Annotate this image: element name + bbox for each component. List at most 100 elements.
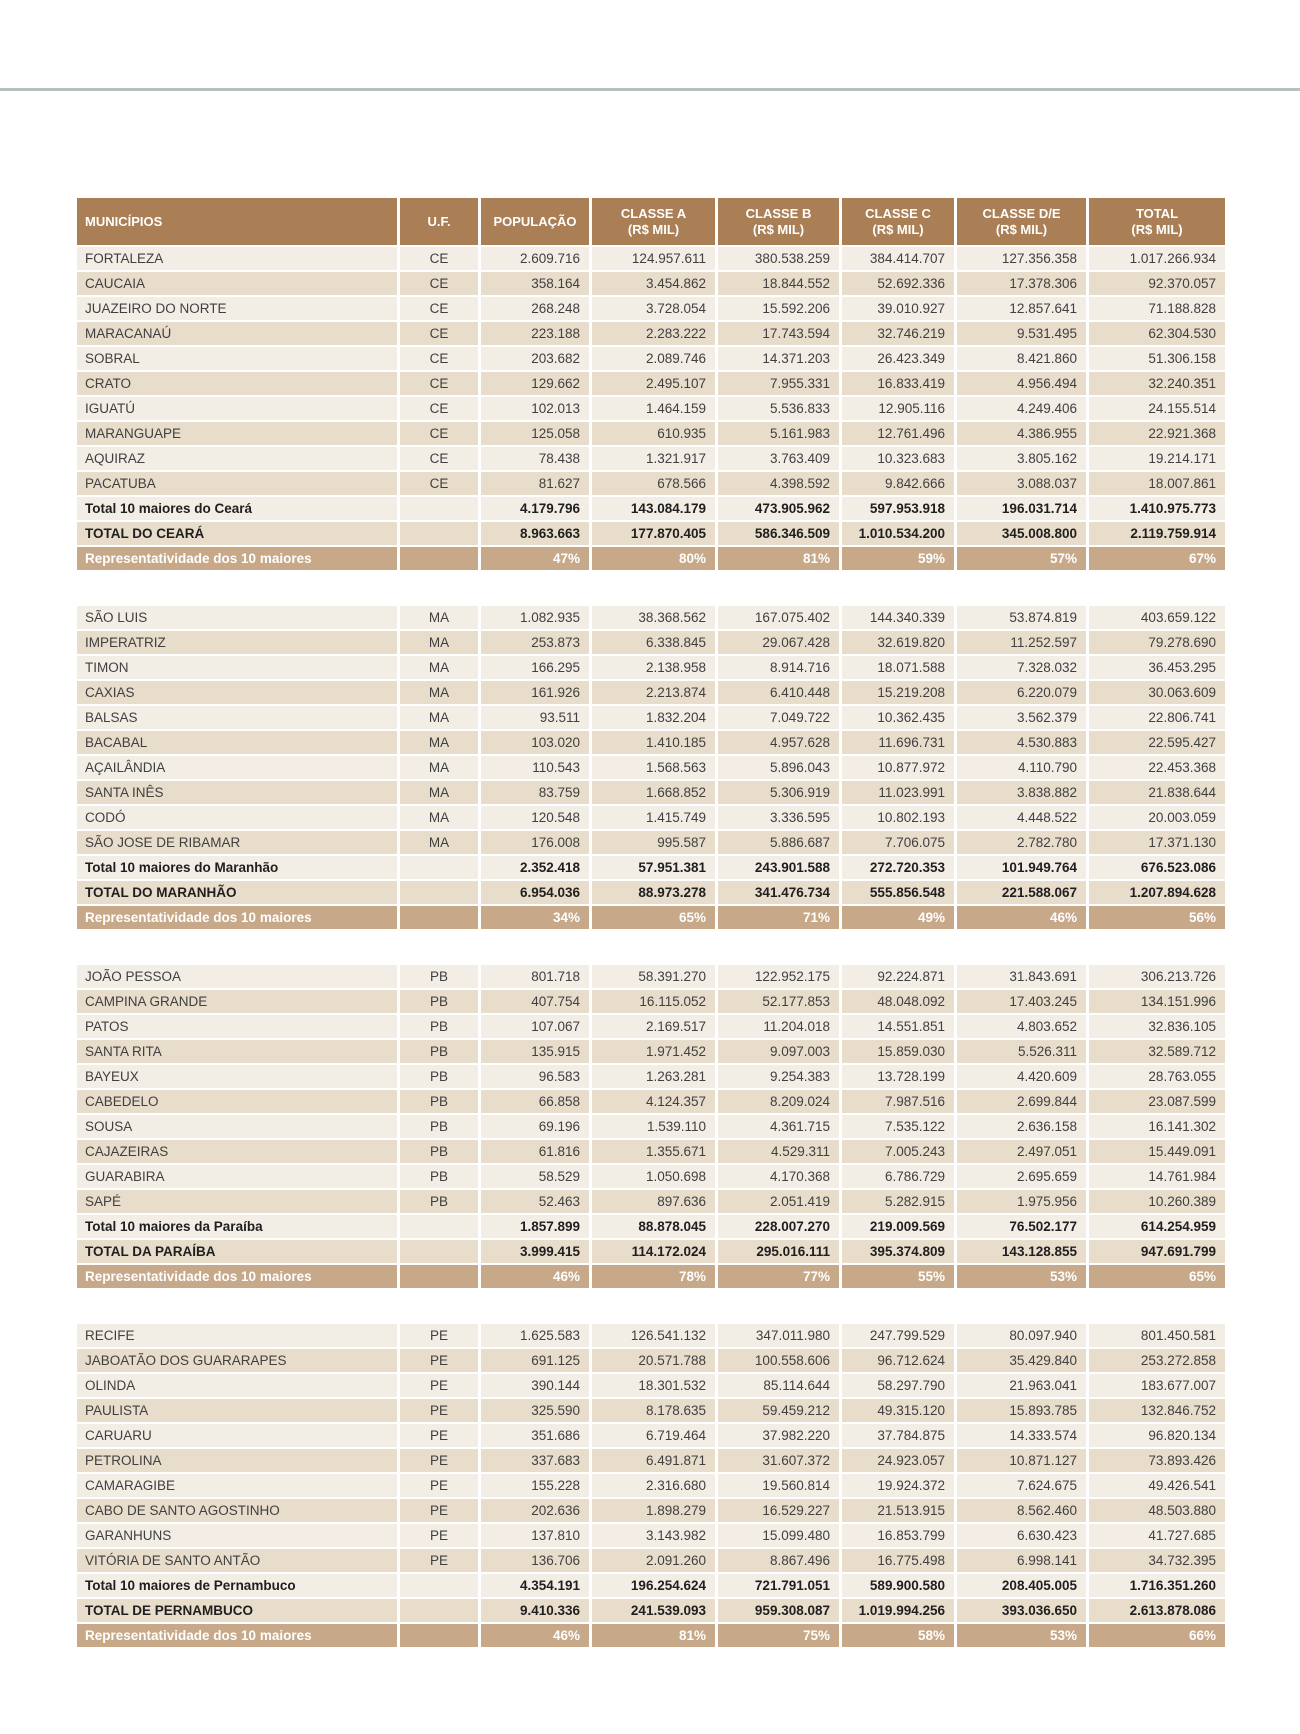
municipality-row: CRATO CE 129.662 2.495.107 7.955.331 16.833.4…: [77, 372, 1225, 395]
cell-classe-de: 5.526.311: [957, 1040, 1086, 1063]
cell-classe-a: 80%: [592, 547, 715, 570]
cell-classe-a: 6.491.871: [592, 1449, 715, 1472]
representativity-row: Representatividade dos 10 maiores 47% 80% 8…: [77, 547, 1225, 570]
cell-classe-b: 341.476.734: [718, 881, 839, 904]
cell-populacao: 2.352.418: [481, 856, 589, 879]
cell-classe-c: 11.023.991: [842, 781, 954, 804]
cell-uf: [400, 1265, 478, 1288]
total-10-row: Total 10 maiores de Pernambuco 4.354.191 1…: [77, 1574, 1225, 1597]
cell-populacao: 46%: [481, 1624, 589, 1647]
cell-total: 65%: [1089, 1265, 1225, 1288]
cell-classe-de: 143.128.855: [957, 1240, 1086, 1263]
cell-classe-b: 71%: [718, 906, 839, 929]
cell-total: 2.613.878.086: [1089, 1599, 1225, 1622]
cell-classe-a: 143.084.179: [592, 497, 715, 520]
cell-uf: PE: [400, 1324, 478, 1347]
municipality-row: SÃO LUIS MA 1.082.935 38.368.562 167.075.402…: [77, 606, 1225, 629]
cell-municipio: MARANGUAPE: [77, 422, 397, 445]
cell-classe-de: 6.630.423: [957, 1524, 1086, 1547]
column-header-label: CLASSE D/E: [982, 205, 1061, 221]
column-header-label: CLASSE A: [620, 205, 687, 221]
column-header-classe-b: CLASSE B (R$ MIL): [718, 198, 839, 245]
cell-municipio: Total 10 maiores do Ceará: [77, 497, 397, 520]
municipalities-table: MUNICÍPIOS U.F. POPULAÇÃO CLASSE A (R$ M…: [77, 198, 1225, 1649]
cell-classe-b: 7.049.722: [718, 706, 839, 729]
cell-municipio: MARACANAÚ: [77, 322, 397, 345]
cell-total: 21.838.644: [1089, 781, 1225, 804]
cell-classe-de: 12.857.641: [957, 297, 1086, 320]
cell-classe-c: 37.784.875: [842, 1424, 954, 1447]
municipality-row: AÇAILÂNDIA MA 110.543 1.568.563 5.896.043 10.…: [77, 756, 1225, 779]
municipality-row: CABEDELO PB 66.858 4.124.357 8.209.024 7.987.…: [77, 1090, 1225, 1113]
cell-total: 96.820.134: [1089, 1424, 1225, 1447]
cell-uf: [400, 497, 478, 520]
cell-classe-de: 221.588.067: [957, 881, 1086, 904]
cell-total: 15.449.091: [1089, 1140, 1225, 1163]
municipality-row: AQUIRAZ CE 78.438 1.321.917 3.763.409 10.323.…: [77, 447, 1225, 470]
cell-uf: PB: [400, 1065, 478, 1088]
cell-uf: CE: [400, 247, 478, 270]
cell-populacao: 176.008: [481, 831, 589, 854]
cell-classe-a: 2.138.958: [592, 656, 715, 679]
municipality-row: PAULISTA PE 325.590 8.178.635 59.459.212 49.3…: [77, 1399, 1225, 1422]
cell-classe-c: 32.746.219: [842, 322, 954, 345]
cell-classe-a: 1.464.159: [592, 397, 715, 420]
cell-populacao: 135.915: [481, 1040, 589, 1063]
cell-populacao: 93.511: [481, 706, 589, 729]
cell-classe-c: 1.010.534.200: [842, 522, 954, 545]
cell-classe-a: 16.115.052: [592, 990, 715, 1013]
cell-total: 66%: [1089, 1624, 1225, 1647]
cell-classe-de: 4.386.955: [957, 422, 1086, 445]
cell-classe-de: 3.088.037: [957, 472, 1086, 495]
cell-classe-b: 16.529.227: [718, 1499, 839, 1522]
cell-municipio: Representatividade dos 10 maiores: [77, 906, 397, 929]
municipality-row: SÃO JOSE DE RIBAMAR MA 176.008 995.587 5.886…: [77, 831, 1225, 854]
cell-classe-b: 18.844.552: [718, 272, 839, 295]
cell-populacao: 8.963.663: [481, 522, 589, 545]
municipality-row: CARUARU PE 351.686 6.719.464 37.982.220 37.78…: [77, 1424, 1225, 1447]
cell-classe-a: 241.539.093: [592, 1599, 715, 1622]
cell-classe-c: 21.513.915: [842, 1499, 954, 1522]
cell-classe-a: 1.050.698: [592, 1165, 715, 1188]
cell-total: 28.763.055: [1089, 1065, 1225, 1088]
cell-populacao: 4.354.191: [481, 1574, 589, 1597]
cell-populacao: 351.686: [481, 1424, 589, 1447]
column-header-label: CLASSE B: [745, 205, 812, 221]
cell-classe-b: 380.538.259: [718, 247, 839, 270]
cell-classe-a: 1.832.204: [592, 706, 715, 729]
cell-classe-a: 1.410.185: [592, 731, 715, 754]
column-header-unit: (R$ MIL): [627, 221, 680, 237]
cell-classe-c: 12.761.496: [842, 422, 954, 445]
column-header-total: TOTAL (R$ MIL): [1089, 198, 1225, 245]
municipality-row: MARACANAÚ CE 223.188 2.283.222 17.743.594 32.…: [77, 322, 1225, 345]
municipality-row: SANTA RITA PB 135.915 1.971.452 9.097.003 15.…: [77, 1040, 1225, 1063]
cell-classe-b: 37.982.220: [718, 1424, 839, 1447]
municipality-row: BAYEUX PB 96.583 1.263.281 9.254.383 13.728.1…: [77, 1065, 1225, 1088]
cell-classe-b: 721.791.051: [718, 1574, 839, 1597]
representativity-row: Representatividade dos 10 maiores 34% 65% 7…: [77, 906, 1225, 929]
state-total-row: TOTAL DO MARANHÃO 6.954.036 88.973.278 341.…: [77, 881, 1225, 904]
cell-municipio: Total 10 maiores de Pernambuco: [77, 1574, 397, 1597]
cell-classe-c: 58.297.790: [842, 1374, 954, 1397]
column-header-unit: (R$ MIL): [1131, 221, 1183, 237]
cell-uf: CE: [400, 447, 478, 470]
cell-municipio: PAULISTA: [77, 1399, 397, 1422]
municipality-row: CODÓ MA 120.548 1.415.749 3.336.595 10.802.19…: [77, 806, 1225, 829]
cell-uf: CE: [400, 347, 478, 370]
cell-populacao: 166.295: [481, 656, 589, 679]
cell-classe-c: 7.005.243: [842, 1140, 954, 1163]
cell-populacao: 1.082.935: [481, 606, 589, 629]
cell-classe-a: 3.454.862: [592, 272, 715, 295]
municipality-row: MARANGUAPE CE 125.058 610.935 5.161.983 12.76…: [77, 422, 1225, 445]
cell-classe-a: 8.178.635: [592, 1399, 715, 1422]
cell-municipio: SOBRAL: [77, 347, 397, 370]
cell-municipio: CAXIAS: [77, 681, 397, 704]
cell-classe-de: 17.403.245: [957, 990, 1086, 1013]
cell-classe-a: 124.957.611: [592, 247, 715, 270]
cell-classe-de: 2.497.051: [957, 1140, 1086, 1163]
cell-classe-a: 1.568.563: [592, 756, 715, 779]
cell-municipio: CABO DE SANTO AGOSTINHO: [77, 1499, 397, 1522]
cell-populacao: 120.548: [481, 806, 589, 829]
cell-total: 20.003.059: [1089, 806, 1225, 829]
cell-classe-b: 3.336.595: [718, 806, 839, 829]
